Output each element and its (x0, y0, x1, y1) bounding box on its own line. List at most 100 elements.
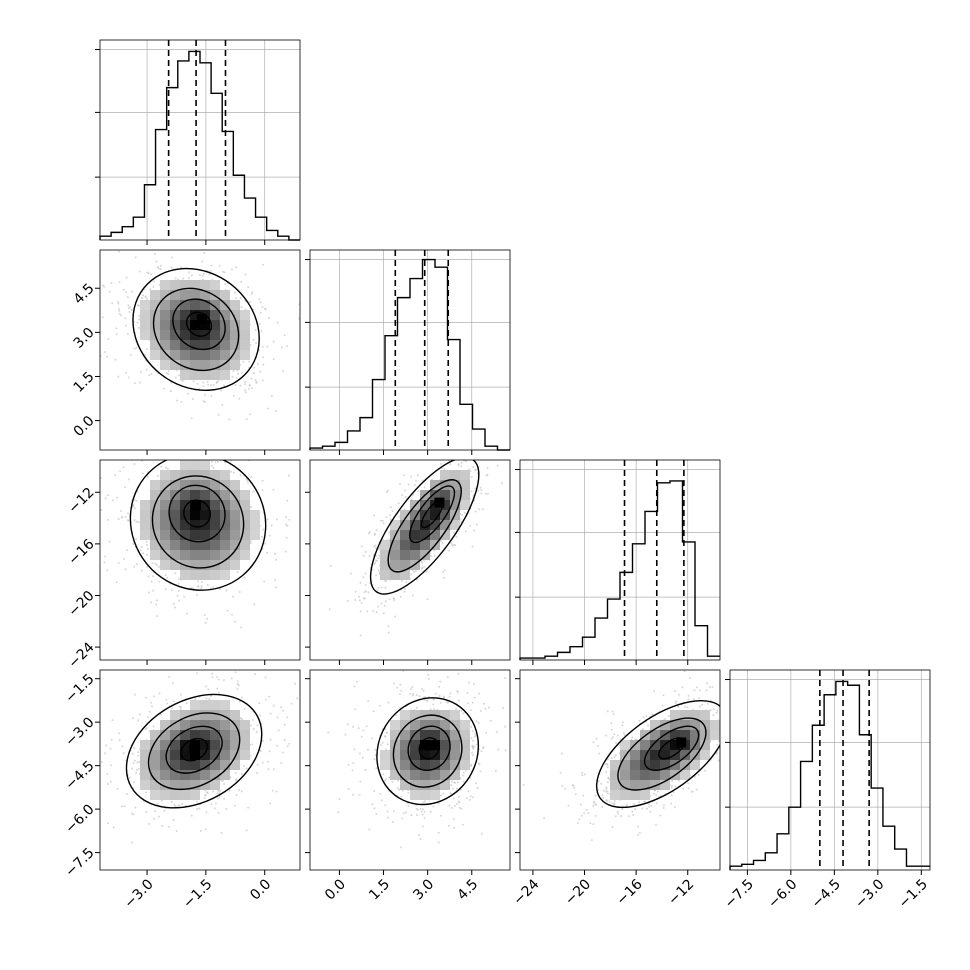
density-cell (180, 730, 190, 740)
scatter-point (371, 803, 374, 806)
scatter-point (365, 725, 368, 728)
scatter-point (238, 397, 241, 400)
density-cell (200, 570, 210, 580)
scatter-point (202, 381, 205, 384)
scatter-point (168, 675, 171, 678)
scatter-point (662, 694, 665, 697)
density-cell (660, 760, 670, 770)
scatter-point (373, 758, 376, 761)
panel-content (327, 670, 507, 849)
density-cell (450, 750, 460, 760)
scatter-point (613, 800, 616, 803)
scatter-point (377, 557, 380, 560)
scatter-point (135, 771, 138, 774)
density-cell (210, 540, 220, 550)
density-cell (170, 350, 180, 360)
density-cell (210, 320, 220, 330)
scatter-point (385, 580, 388, 582)
scatter-point (139, 381, 142, 384)
scatter-point (130, 309, 133, 312)
density-cell (240, 310, 250, 320)
density-cell (180, 310, 190, 320)
scatter-point (366, 748, 369, 751)
scatter-point (661, 704, 664, 707)
scatter-point (478, 508, 481, 511)
density-cell (220, 290, 230, 300)
density-cell (200, 500, 210, 510)
scatter-point (114, 358, 117, 361)
density-cell (160, 540, 170, 550)
density-cell (180, 520, 190, 530)
scatter-point (240, 772, 243, 775)
scatter-point (411, 692, 414, 695)
density-cell (200, 300, 210, 310)
scatter-point (373, 533, 376, 536)
density-cell (140, 770, 150, 780)
density-cell (140, 760, 150, 770)
scatter-point (240, 306, 243, 308)
scatter-point (452, 787, 454, 790)
scatter-point (605, 786, 608, 789)
scatter-point (100, 761, 103, 763)
scatter-point (235, 778, 238, 781)
density-cell (200, 720, 210, 730)
scatter-point (135, 537, 138, 540)
scatter-point (376, 589, 379, 592)
scatter-point (349, 572, 352, 575)
scatter-point (465, 797, 468, 799)
scatter-point (162, 387, 165, 390)
scatter-point (247, 387, 250, 390)
scatter-point (258, 298, 261, 301)
density-cell (440, 470, 450, 480)
scatter-point (222, 270, 224, 273)
density-cell (160, 500, 170, 510)
scatter-point (199, 829, 202, 832)
scatter-point (469, 795, 472, 798)
density-cell (650, 740, 660, 750)
density-cell (400, 730, 410, 740)
scatter-point (133, 747, 136, 750)
scatter-point (283, 723, 286, 726)
density-cell (210, 510, 220, 520)
density-cell (460, 720, 470, 730)
density-cell (620, 740, 630, 750)
density-cell (410, 770, 420, 780)
scatter-point (177, 582, 180, 585)
scatter-point (115, 581, 118, 584)
scatter-point (158, 580, 161, 583)
scatter-point (181, 803, 184, 806)
scatter-point (119, 470, 122, 473)
scatter-point (153, 252, 156, 255)
density-cell (420, 790, 430, 800)
scatter-point (658, 795, 661, 798)
scatter-point (396, 686, 399, 689)
scatter-point (620, 815, 622, 817)
scatter-point (267, 317, 270, 319)
scatter-point (225, 808, 228, 811)
scatter-point (271, 789, 274, 792)
scatter-point (128, 776, 131, 779)
scatter-point (375, 812, 378, 815)
scatter-point (228, 418, 231, 421)
scatter-point (455, 787, 458, 790)
scatter-point (373, 563, 376, 566)
scatter-point (378, 548, 380, 551)
scatter-point (251, 291, 254, 294)
scatter-point (400, 579, 403, 582)
density-cell (390, 750, 400, 760)
scatter-point (125, 793, 128, 796)
scatter-point (471, 545, 474, 548)
scatter-point (402, 474, 405, 477)
scatter-point (364, 551, 367, 553)
scatter-point (259, 301, 262, 304)
density-cell (190, 760, 200, 770)
scatter-point (286, 745, 289, 748)
scatter-point (245, 767, 248, 770)
scatter-point (655, 802, 658, 805)
density-cell (230, 750, 240, 760)
density-cell (170, 510, 180, 520)
scatter-point (269, 802, 272, 805)
density-cell (190, 460, 200, 470)
scatter-point (270, 395, 273, 398)
scatter-point (128, 311, 131, 313)
